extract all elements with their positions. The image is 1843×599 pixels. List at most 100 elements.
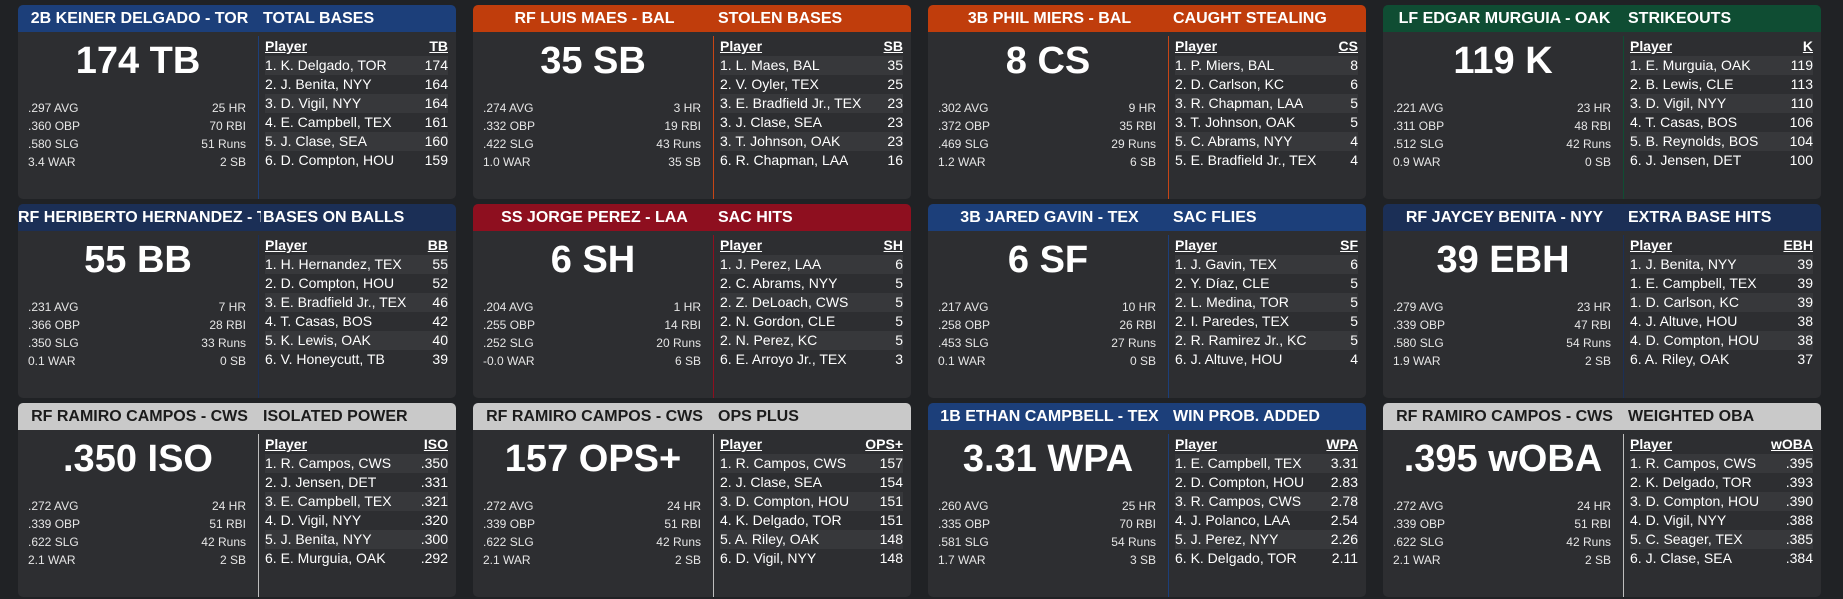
leader-row[interactable]: 1. R. Campos, CWS .395 (1630, 454, 1813, 473)
leader-row[interactable]: 3. D. Compton, HOU 151 (720, 492, 903, 511)
stat-row: 2.1 WAR 2 SB (1393, 551, 1611, 569)
leader-row[interactable]: 1. D. Carlson, KC 39 (1630, 293, 1813, 312)
leader-row[interactable]: 1. E. Murguia, OAK 119 (1630, 56, 1813, 75)
leader-card[interactable]: RF RAMIRO CAMPOS - CWS OPS PLUS 157 OPS+… (473, 403, 911, 597)
leader-row[interactable]: 5. J. Benita, NYY .300 (265, 530, 448, 549)
leader-row[interactable]: 6. V. Honeycutt, TB 39 (265, 350, 448, 369)
leader-row[interactable]: 5. J. Perez, NYY 2.26 (1175, 530, 1358, 549)
leader-row[interactable]: 3. R. Campos, CWS 2.78 (1175, 492, 1358, 511)
leader-row[interactable]: 6. R. Chapman, LAA 16 (720, 151, 903, 170)
leader-row[interactable]: 2. J. Jensen, DET .331 (265, 473, 448, 492)
leader-row[interactable]: 3. J. Clase, SEA 23 (720, 113, 903, 132)
leader-card[interactable]: 3B PHIL MIERS - BAL CAUGHT STEALING 8 CS… (928, 5, 1366, 199)
leader-row[interactable]: 4. T. Casas, BOS 42 (265, 312, 448, 331)
leader-row[interactable]: 6. E. Arroyo Jr., TEX 3 (720, 350, 903, 369)
leader-row[interactable]: 4. D. Vigil, NYY .320 (265, 511, 448, 530)
leader-row[interactable]: 3. D. Vigil, NYY 164 (265, 94, 448, 113)
leader-row[interactable]: 2. L. Medina, TOR 5 (1175, 293, 1358, 312)
leader-row[interactable]: 1. E. Campbell, TEX 39 (1630, 274, 1813, 293)
leader-row[interactable]: 4. K. Delgado, TOR 151 (720, 511, 903, 530)
leader-row[interactable]: 1. K. Delgado, TOR 174 (265, 56, 448, 75)
leader-row[interactable]: 2. Z. DeLoach, CWS 5 (720, 293, 903, 312)
leader-name: 5. K. Lewis, OAK (265, 332, 371, 348)
stat-right: 51 Runs (201, 137, 246, 151)
leader-card[interactable]: LF EDGAR MURGUIA - OAK STRIKEOUTS 119 K … (1383, 5, 1821, 199)
leader-card[interactable]: RF HERIBERTO HERNANDEZ - TEX BASES ON BA… (18, 204, 456, 398)
stat-row: .622 SLG 42 Runs (1393, 533, 1611, 551)
leader-row[interactable]: 2. J. Benita, NYY 164 (265, 75, 448, 94)
leader-row[interactable]: 6. D. Compton, HOU 159 (265, 151, 448, 170)
divider (258, 434, 259, 597)
leader-name: 1. J. Gavin, TEX (1175, 256, 1277, 272)
leader-row[interactable]: 3. E. Bradfield Jr., TEX 23 (720, 94, 903, 113)
leader-name: 3. J. Clase, SEA (720, 114, 822, 130)
leader-row[interactable]: 4. J. Altuve, HOU 38 (1630, 312, 1813, 331)
leader-card[interactable]: 1B ETHAN CAMPBELL - TEX WIN PROB. ADDED … (928, 403, 1366, 597)
stat-column-header: SF (1340, 237, 1358, 253)
leader-name: 3. R. Campos, CWS (1175, 493, 1302, 509)
leader-row[interactable]: 2. D. Compton, HOU 52 (265, 274, 448, 293)
leader-row[interactable]: 2. N. Gordon, CLE 5 (720, 312, 903, 331)
leader-row[interactable]: 2. R. Ramirez Jr., KC 5 (1175, 331, 1358, 350)
leader-row[interactable]: 6. D. Vigil, NYY 148 (720, 549, 903, 568)
leader-card[interactable]: 2B KEINER DELGADO - TOR TOTAL BASES 174 … (18, 5, 456, 199)
leader-row[interactable]: 5. E. Bradfield Jr., TEX 4 (1175, 151, 1358, 170)
leader-row[interactable]: 5. K. Lewis, OAK 40 (265, 331, 448, 350)
leader-row[interactable]: 4. D. Compton, HOU 38 (1630, 331, 1813, 350)
leader-row[interactable]: 2. V. Oyler, TEX 25 (720, 75, 903, 94)
leader-row[interactable]: 2. B. Lewis, CLE 113 (1630, 75, 1813, 94)
leader-row[interactable]: 4. E. Campbell, TEX 161 (265, 113, 448, 132)
leader-row[interactable]: 3. D. Compton, HOU .390 (1630, 492, 1813, 511)
leader-row[interactable]: 1. L. Maes, BAL 35 (720, 56, 903, 75)
leader-row[interactable]: 3. T. Johnson, OAK 5 (1175, 113, 1358, 132)
leader-row[interactable]: 6. K. Delgado, TOR 2.11 (1175, 549, 1358, 568)
leader-row[interactable]: 1. H. Hernandez, TEX 55 (265, 255, 448, 274)
leader-row[interactable]: 2. C. Abrams, NYY 5 (720, 274, 903, 293)
leader-row[interactable]: 1. J. Perez, LAA 6 (720, 255, 903, 274)
leader-card[interactable]: SS JORGE PEREZ - LAA SAC HITS 6 SH .204 … (473, 204, 911, 398)
leader-row[interactable]: 6. A. Riley, OAK 37 (1630, 350, 1813, 369)
leader-card[interactable]: RF RAMIRO CAMPOS - CWS ISOLATED POWER .3… (18, 403, 456, 597)
leader-row[interactable]: 2. D. Compton, HOU 2.83 (1175, 473, 1358, 492)
leader-row[interactable]: 4. D. Vigil, NYY .388 (1630, 511, 1813, 530)
leader-name: 2. N. Gordon, CLE (720, 313, 836, 329)
leader-row[interactable]: 1. J. Gavin, TEX 6 (1175, 255, 1358, 274)
leader-row[interactable]: 1. R. Campos, CWS 157 (720, 454, 903, 473)
leader-row[interactable]: 5. C. Abrams, NYY 4 (1175, 132, 1358, 151)
leader-row[interactable]: 4. J. Polanco, LAA 2.54 (1175, 511, 1358, 530)
leader-row[interactable]: 2. J. Clase, SEA 154 (720, 473, 903, 492)
leader-row[interactable]: 2. I. Paredes, TEX 5 (1175, 312, 1358, 331)
leader-row[interactable]: 3. T. Johnson, OAK 23 (720, 132, 903, 151)
leader-row[interactable]: 5. C. Seager, TEX .385 (1630, 530, 1813, 549)
leader-row[interactable]: 3. D. Vigil, NYY 110 (1630, 94, 1813, 113)
stat-row: .332 OBP 19 RBI (483, 117, 701, 135)
leader-row[interactable]: 2. Y. Díaz, CLE 5 (1175, 274, 1358, 293)
leader-row[interactable]: 4. T. Casas, BOS 106 (1630, 113, 1813, 132)
leader-row[interactable]: 6. J. Clase, SEA .384 (1630, 549, 1813, 568)
leader-card[interactable]: RF JAYCEY BENITA - NYY EXTRA BASE HITS 3… (1383, 204, 1821, 398)
leader-row[interactable]: 1. R. Campos, CWS .350 (265, 454, 448, 473)
leader-row[interactable]: 3. E. Bradfield Jr., TEX 46 (265, 293, 448, 312)
leader-value: 2.78 (1330, 493, 1358, 509)
leader-row[interactable]: 6. J. Altuve, HOU 4 (1175, 350, 1358, 369)
leader-row[interactable]: 2. N. Perez, KC 5 (720, 331, 903, 350)
leader-card[interactable]: RF LUIS MAES - BAL STOLEN BASES 35 SB .2… (473, 5, 911, 199)
leader-row[interactable]: 6. E. Murguia, OAK .292 (265, 549, 448, 568)
leader-row[interactable]: 3. R. Chapman, LAA 5 (1175, 94, 1358, 113)
leader-row[interactable]: 5. A. Riley, OAK 148 (720, 530, 903, 549)
leader-row[interactable]: 1. E. Campbell, TEX 3.31 (1175, 454, 1358, 473)
leader-name: 4. D. Compton, HOU (1630, 332, 1760, 348)
leader-value: 23 (887, 95, 903, 111)
leader-row[interactable]: 6. J. Jensen, DET 100 (1630, 151, 1813, 170)
leader-row[interactable]: 1. P. Miers, BAL 8 (1175, 56, 1358, 75)
leader-card[interactable]: RF RAMIRO CAMPOS - CWS WEIGHTED OBA .395… (1383, 403, 1821, 597)
leader-row[interactable]: 5. B. Reynolds, BOS 104 (1630, 132, 1813, 151)
leader-row[interactable]: 3. E. Campbell, TEX .321 (265, 492, 448, 511)
leader-row[interactable]: 1. J. Benita, NYY 39 (1630, 255, 1813, 274)
leader-card[interactable]: 3B JARED GAVIN - TEX SAC FLIES 6 SF .217… (928, 204, 1366, 398)
leader-row[interactable]: 2. D. Carlson, KC 6 (1175, 75, 1358, 94)
leader-row[interactable]: 2. K. Delgado, TOR .393 (1630, 473, 1813, 492)
leader-row[interactable]: 5. J. Clase, SEA 160 (265, 132, 448, 151)
leaderboard: Player SH 1. J. Perez, LAA 6 2. C. Abrams,… (714, 231, 911, 398)
player-column-header: Player (1175, 436, 1218, 452)
